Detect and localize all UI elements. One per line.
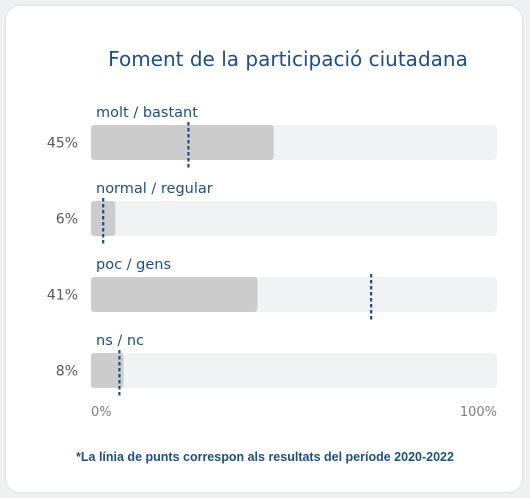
value-label: 41% xyxy=(47,288,78,304)
category-label: poc / gens xyxy=(96,257,171,273)
bar xyxy=(91,125,274,160)
footnote: *La línia de punts correspon als resulta… xyxy=(76,450,454,464)
bar-row: molt / bastant 45% xyxy=(47,105,497,169)
x-tick-100: 100% xyxy=(460,405,497,420)
category-label: ns / nc xyxy=(96,333,144,349)
bar-row: ns / nc 8% xyxy=(56,333,497,397)
x-tick-0: 0% xyxy=(91,405,112,420)
value-label: 6% xyxy=(56,212,78,228)
category-label: normal / regular xyxy=(96,181,213,197)
bars-layer: molt / bastant 45% normal / regular 6% poc /… xyxy=(47,105,497,397)
category-label: molt / bastant xyxy=(96,105,198,121)
bar xyxy=(91,353,124,388)
bar-track xyxy=(91,353,497,388)
bar-row: poc / gens 41% xyxy=(47,257,497,321)
bar-track xyxy=(91,201,497,236)
bar xyxy=(91,277,258,312)
value-label: 8% xyxy=(56,364,78,380)
chart-card xyxy=(6,6,522,492)
bar-row: normal / regular 6% xyxy=(56,181,497,245)
value-label: 45% xyxy=(47,136,78,152)
chart-title: Foment de la participació ciutadana xyxy=(108,47,468,71)
